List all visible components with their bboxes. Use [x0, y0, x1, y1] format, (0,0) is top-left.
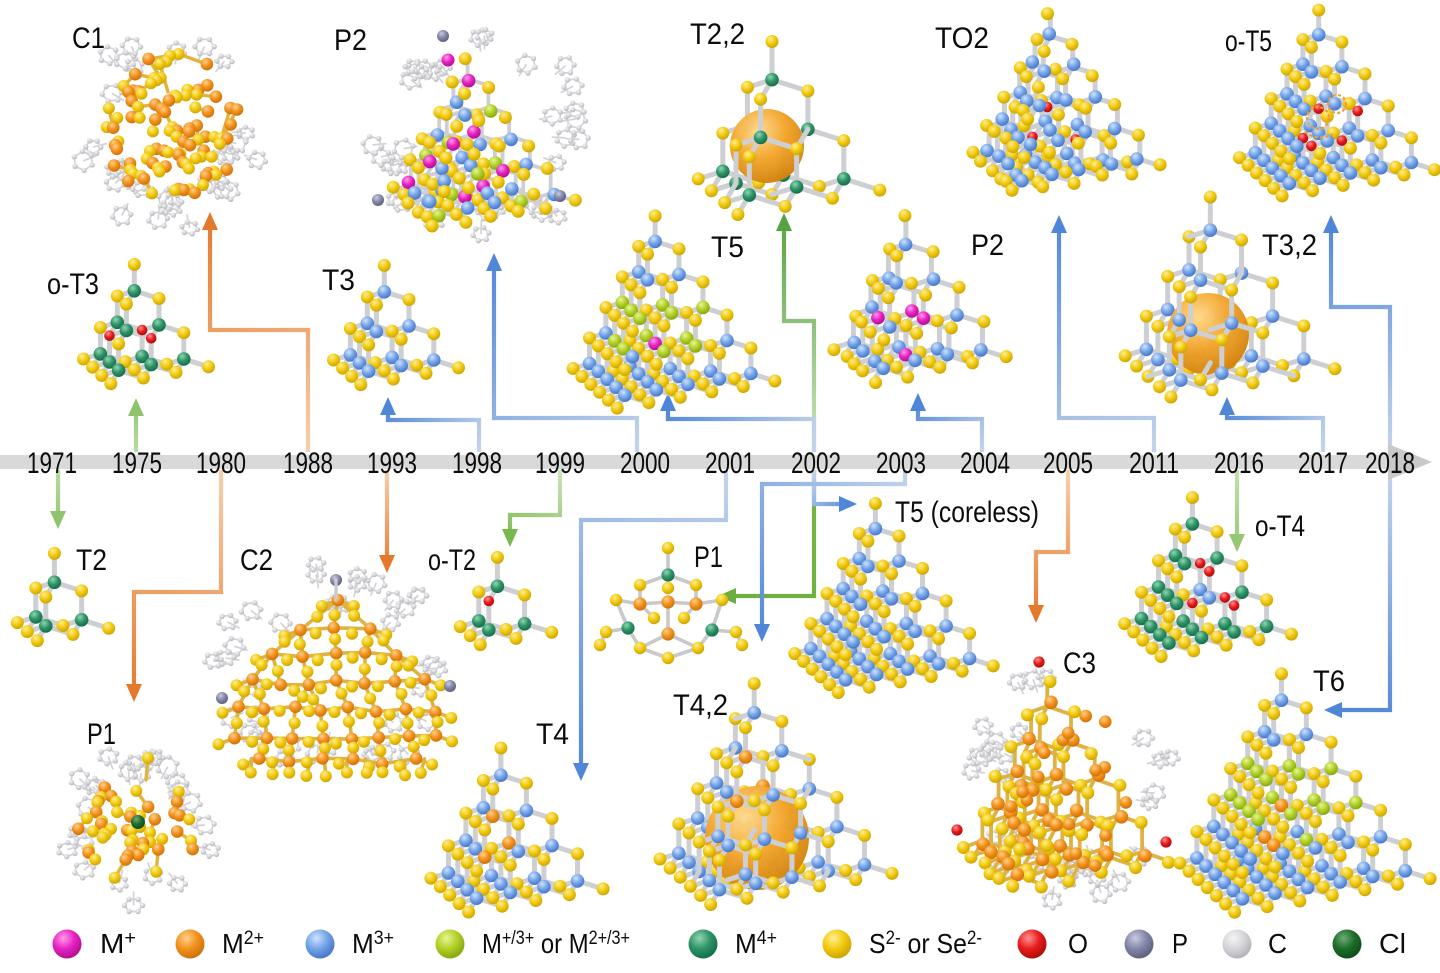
svg-text:TO2: TO2	[935, 22, 989, 55]
svg-text:C2: C2	[240, 544, 273, 577]
svg-text:T4: T4	[536, 718, 569, 751]
svg-text:T3: T3	[322, 264, 355, 297]
svg-text:2003: 2003	[876, 447, 926, 480]
svg-text:o-T4: o-T4	[1255, 510, 1305, 543]
svg-text:P: P	[1172, 928, 1188, 959]
svg-text:1993: 1993	[367, 447, 417, 480]
svg-text:2017: 2017	[1298, 447, 1348, 480]
svg-text:P1: P1	[694, 541, 723, 574]
svg-text:2011: 2011	[1129, 447, 1179, 480]
svg-text:2005: 2005	[1043, 447, 1093, 480]
svg-text:1975: 1975	[112, 447, 162, 480]
svg-text:Cl: Cl	[1379, 928, 1406, 959]
svg-text:o-T2: o-T2	[428, 544, 476, 577]
svg-text:T2: T2	[76, 544, 107, 577]
svg-text:O: O	[1068, 928, 1088, 959]
svg-text:1998: 1998	[452, 447, 502, 480]
svg-text:2001: 2001	[705, 447, 755, 480]
svg-text:1988: 1988	[283, 447, 333, 480]
svg-text:P2: P2	[971, 229, 1004, 262]
svg-text:o-T3: o-T3	[47, 268, 99, 301]
svg-text:T3,2: T3,2	[1262, 229, 1317, 262]
svg-text:2016: 2016	[1214, 447, 1264, 480]
svg-text:T4,2: T4,2	[673, 689, 728, 722]
svg-text:M+/3+ or M2+/3+: M+/3+ or M2+/3+	[482, 928, 630, 959]
svg-text:M2+: M2+	[222, 928, 264, 959]
svg-text:1999: 1999	[535, 447, 585, 480]
svg-text:1971: 1971	[27, 447, 77, 480]
svg-text:C: C	[1268, 928, 1287, 959]
svg-text:2002: 2002	[791, 447, 841, 480]
svg-text:2018: 2018	[1365, 447, 1415, 480]
svg-text:S2- or Se2-: S2- or Se2-	[869, 928, 982, 959]
svg-text:2000: 2000	[620, 447, 670, 480]
svg-text:M3+: M3+	[352, 928, 394, 959]
svg-text:C3: C3	[1063, 647, 1096, 680]
svg-text:M+: M+	[100, 928, 136, 959]
svg-text:T5 (coreless): T5 (coreless)	[895, 496, 1039, 529]
svg-text:T5: T5	[711, 231, 744, 264]
svg-text:P2: P2	[334, 24, 367, 57]
svg-text:T2,2: T2,2	[690, 18, 745, 51]
svg-text:2004: 2004	[960, 447, 1010, 480]
svg-text:1980: 1980	[196, 447, 246, 480]
svg-text:M4+: M4+	[735, 928, 777, 959]
svg-text:T6: T6	[1313, 665, 1345, 698]
svg-text:o-T5: o-T5	[1225, 25, 1272, 58]
svg-text:P1: P1	[87, 718, 116, 751]
svg-text:C1: C1	[72, 22, 105, 55]
